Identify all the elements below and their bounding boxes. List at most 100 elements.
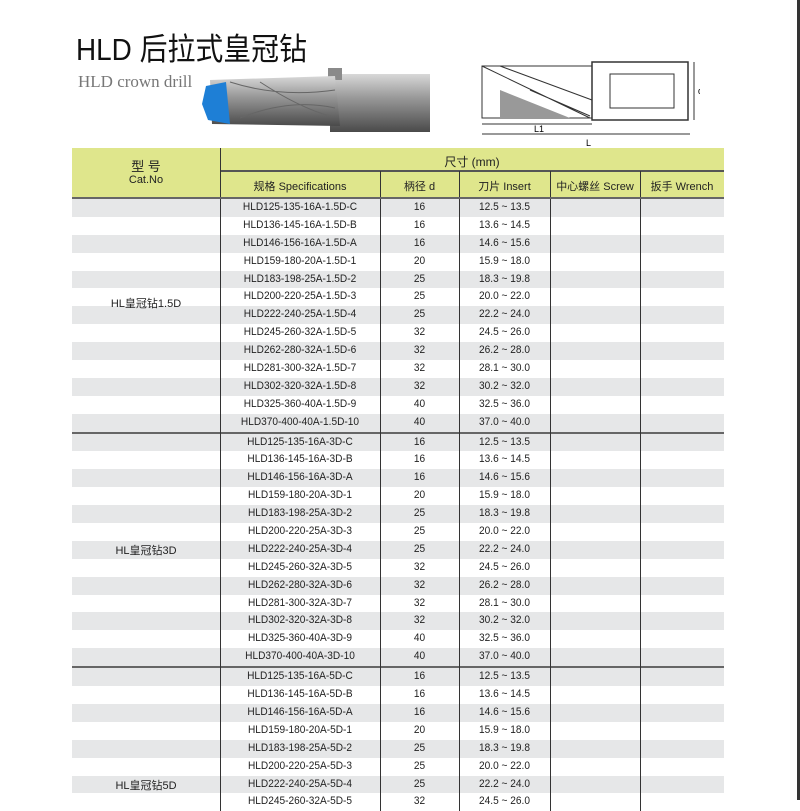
shank-d-cell: 32 [413, 344, 426, 357]
group-label: HL皇冠钻5D [115, 779, 177, 792]
spec-cell: HLD159-180-20A-5D-1 [247, 723, 353, 736]
shank-d-cell: 32 [413, 578, 426, 591]
spec-cell: HLD136-145-16A-1.5D-B [243, 218, 357, 231]
insert-cell: 13.6 ~ 14.5 [479, 218, 530, 231]
insert-cell: 30.2 ~ 32.0 [479, 614, 530, 627]
shank-d-cell: 40 [413, 397, 426, 410]
table-row: HLD200-220-25A-5D-3 25 20.0 ~ 22.0 [72, 758, 724, 776]
spec-cell: HLD281-300-32A-1.5D-7 [243, 362, 357, 375]
shank-d-cell: 16 [413, 201, 426, 213]
table-row: HLD222-240-25A-3D-4 25 22.2 ~ 24.0 [72, 540, 724, 559]
insert-cell: 13.6 ~ 14.5 [479, 453, 530, 466]
product-table: 型 号 Cat.No 尺寸 (mm) 规格 Specifications 柄径 … [72, 148, 724, 811]
table-row: HLD183-198-25A-5D-2 25 18.3 ~ 19.8 [72, 739, 724, 758]
insert-cell: 20.0 ~ 22.0 [479, 290, 530, 303]
shank-d-cell: 32 [413, 795, 426, 808]
diagram-label-d: d [698, 86, 700, 96]
table-row: HLD245-260-32A-1.5D-5 32 24.5 ~ 26.0 [72, 324, 724, 342]
spec-cell: HLD222-240-25A-5D-4 [247, 777, 353, 790]
table-row: HLD159-180-20A-5D-1 20 15.9 ~ 18.0 [72, 722, 724, 740]
header-wrench: 扳手 Wrench [650, 181, 714, 193]
insert-cell: 15.9 ~ 18.0 [479, 254, 530, 267]
spec-cell: HLD325-360-40A-3D-9 [247, 632, 353, 645]
insert-cell: 20.0 ~ 22.0 [479, 759, 530, 772]
table-row: HLD146-156-16A-3D-A 16 14.6 ~ 15.6 [72, 469, 724, 488]
shank-d-cell: 16 [413, 471, 426, 484]
spec-cell: HLD183-198-25A-5D-2 [247, 741, 353, 754]
insert-cell: 14.6 ~ 15.6 [479, 236, 530, 249]
table-row: HLD325-360-40A-3D-9 40 32.5 ~ 36.0 [72, 630, 724, 648]
shank-d-cell: 25 [413, 525, 426, 538]
header-screw: 中心螺丝 Screw [556, 181, 634, 193]
spec-cell: HLD183-198-25A-3D-2 [247, 507, 353, 520]
shank-d-cell: 25 [413, 272, 426, 285]
spec-cell: HLD262-280-32A-3D-6 [247, 578, 353, 591]
row-group: HLD125-135-16A-5D-C 16 12.5 ~ 13.5 HLD136-1… [72, 668, 724, 811]
shank-d-cell: 25 [413, 542, 426, 555]
shank-d-cell: 16 [413, 435, 426, 448]
shank-d-cell: 25 [413, 741, 426, 754]
spec-cell: HLD125-135-16A-1.5D-C [242, 201, 358, 213]
insert-cell: 12.5 ~ 13.5 [479, 670, 530, 683]
table-row: HLD262-280-32A-3D-6 32 26.2 ~ 28.0 [72, 576, 724, 595]
spec-cell: HLD159-180-20A-1.5D-1 [243, 254, 357, 267]
table-row: HLD262-280-32A-1.5D-6 32 26.2 ~ 28.0 [72, 342, 724, 361]
shank-d-cell: 16 [413, 236, 426, 249]
spec-cell: HLD146-156-16A-3D-A [247, 471, 353, 484]
shank-d-cell: 32 [413, 560, 426, 573]
shank-d-cell: 40 [413, 632, 426, 645]
drill-photo [202, 68, 430, 132]
shank-d-cell: 25 [413, 507, 426, 520]
insert-cell: 24.5 ~ 26.0 [479, 795, 530, 808]
table-row: HLD159-180-20A-3D-1 20 15.9 ~ 18.0 [72, 487, 724, 505]
spec-cell: HLD222-240-25A-3D-4 [247, 542, 353, 555]
shank-d-cell: 40 [413, 650, 426, 663]
table-row: HLD200-220-25A-1.5D-3 25 20.0 ~ 22.0 [72, 288, 724, 306]
header-cat-en: Cat.No [128, 174, 164, 186]
diagram-label-l1: L1 [534, 124, 544, 134]
insert-cell: 37.0 ~ 40.0 [479, 415, 530, 428]
table-row: HLD146-156-16A-5D-A 16 14.6 ~ 15.6 [72, 703, 724, 722]
table-row: HLD245-260-32A-3D-5 32 24.5 ~ 26.0 [72, 559, 724, 577]
insert-cell: 26.2 ~ 28.0 [479, 578, 530, 591]
spec-cell: HLD302-320-32A-3D-8 [247, 614, 353, 627]
shank-d-cell: 16 [413, 705, 426, 718]
table-row: HLD183-198-25A-1.5D-2 25 18.3 ~ 19.8 [72, 270, 724, 289]
shank-d-cell: 32 [413, 596, 426, 609]
insert-cell: 18.3 ~ 19.8 [479, 741, 530, 754]
table-row: HLD370-400-40A-3D-10 40 37.0 ~ 40.0 [72, 648, 724, 667]
spec-cell: HLD281-300-32A-3D-7 [247, 596, 353, 609]
group-separator [72, 666, 724, 669]
shank-d-cell: 25 [413, 759, 426, 772]
shank-d-cell: 32 [413, 379, 426, 392]
table-row: HLD370-400-40A-1.5D-10 40 37.0 ~ 40.0 [72, 413, 724, 432]
shank-d-cell: 32 [413, 614, 426, 627]
table-row: HLD159-180-20A-1.5D-1 20 15.9 ~ 18.0 [72, 253, 724, 271]
insert-cell: 12.5 ~ 13.5 [479, 201, 530, 213]
insert-cell: 15.9 ~ 18.0 [479, 489, 530, 502]
drill-dimension-diagram: d L1 L [481, 61, 700, 148]
shank-d-cell: 40 [413, 415, 426, 428]
insert-cell: 15.9 ~ 18.0 [479, 723, 530, 736]
shank-d-cell: 32 [413, 362, 426, 375]
spec-cell: HLD125-135-16A-5D-C [247, 670, 353, 683]
group-label: HL皇冠钻1.5D [110, 298, 182, 311]
shank-d-cell: 25 [413, 308, 426, 321]
insert-cell: 12.5 ~ 13.5 [479, 435, 530, 448]
table-row: HLD136-145-16A-1.5D-B 16 13.6 ~ 14.5 [72, 217, 724, 235]
shank-d-cell: 20 [413, 254, 426, 267]
insert-cell: 28.1 ~ 30.0 [479, 362, 530, 375]
spec-cell: HLD146-156-16A-1.5D-A [243, 236, 357, 249]
table-row: HLD222-240-25A-1.5D-4 25 22.2 ~ 24.0 [72, 306, 724, 325]
spec-cell: HLD262-280-32A-1.5D-6 [243, 344, 357, 357]
insert-cell: 18.3 ~ 19.8 [479, 507, 530, 520]
table-row: HLD200-220-25A-3D-3 25 20.0 ~ 22.0 [72, 523, 724, 541]
table-row: HLD222-240-25A-5D-4 25 22.2 ~ 24.0 [72, 775, 724, 794]
diagram-label-l: L [586, 138, 591, 148]
table-row: HLD136-145-16A-3D-B 16 13.6 ~ 14.5 [72, 451, 724, 469]
insert-cell: 22.2 ~ 24.0 [479, 777, 530, 790]
spec-cell: HLD200-220-25A-5D-3 [247, 759, 353, 772]
insert-cell: 22.2 ~ 24.0 [479, 308, 530, 321]
header-dimensions: 尺寸 (mm) [444, 155, 500, 169]
table-body: HLD125-135-16A-1.5D-C 16 12.5 ~ 13.5 HLD136… [72, 199, 724, 811]
